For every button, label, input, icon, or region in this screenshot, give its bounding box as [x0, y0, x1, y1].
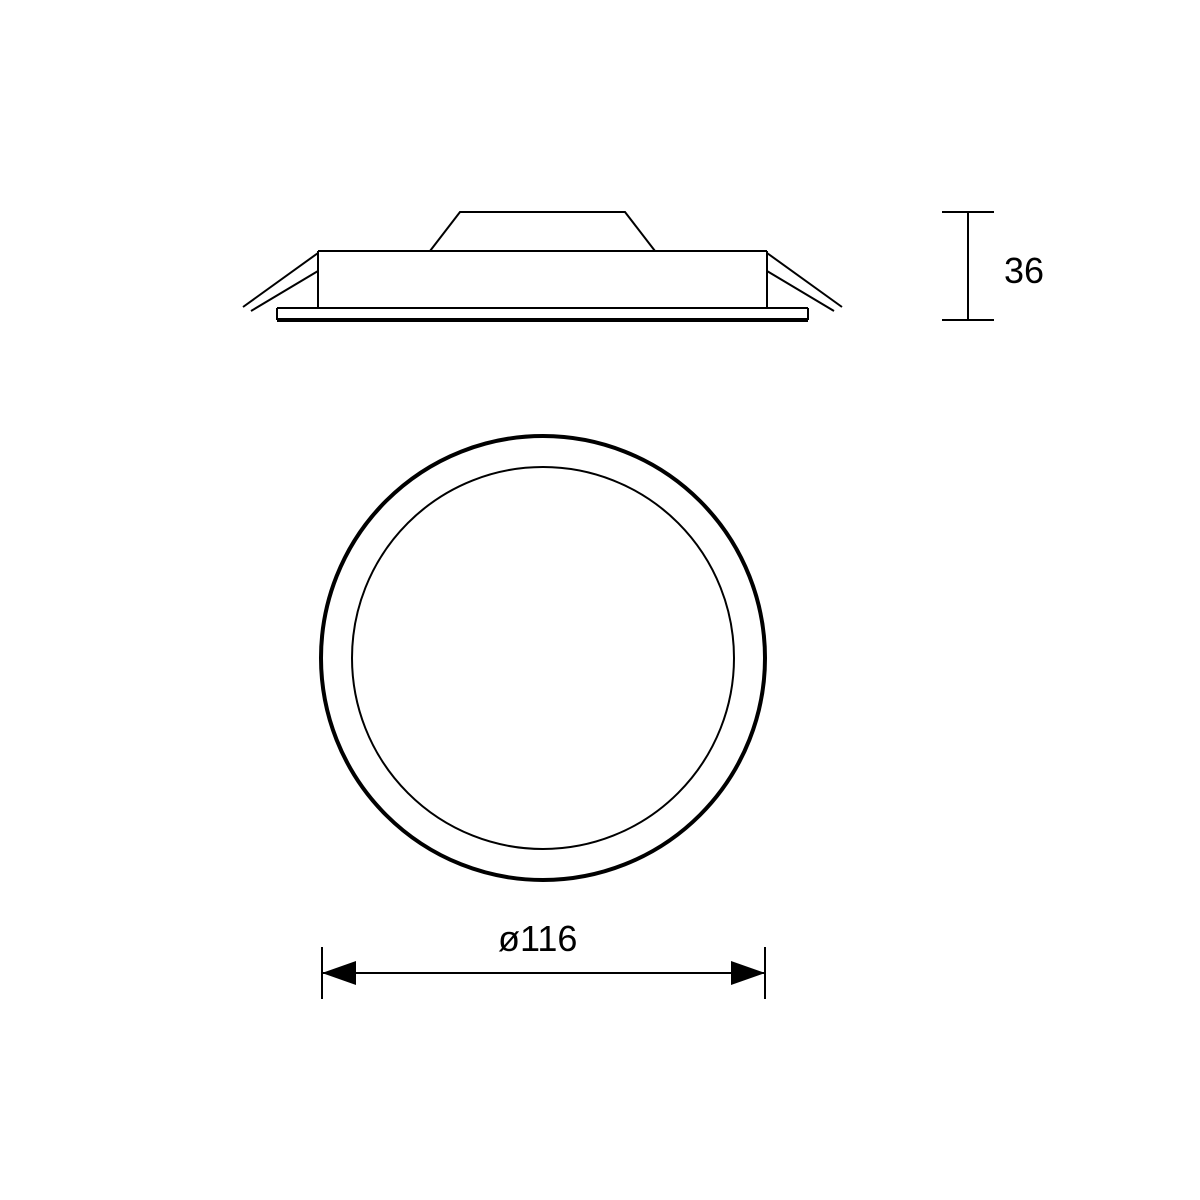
- height-dimension-label: 36: [1004, 250, 1044, 292]
- diameter-dimension-label: ø116: [498, 918, 577, 960]
- drawing-svg: [0, 0, 1200, 1200]
- technical-drawing: 36 ø116: [0, 0, 1200, 1200]
